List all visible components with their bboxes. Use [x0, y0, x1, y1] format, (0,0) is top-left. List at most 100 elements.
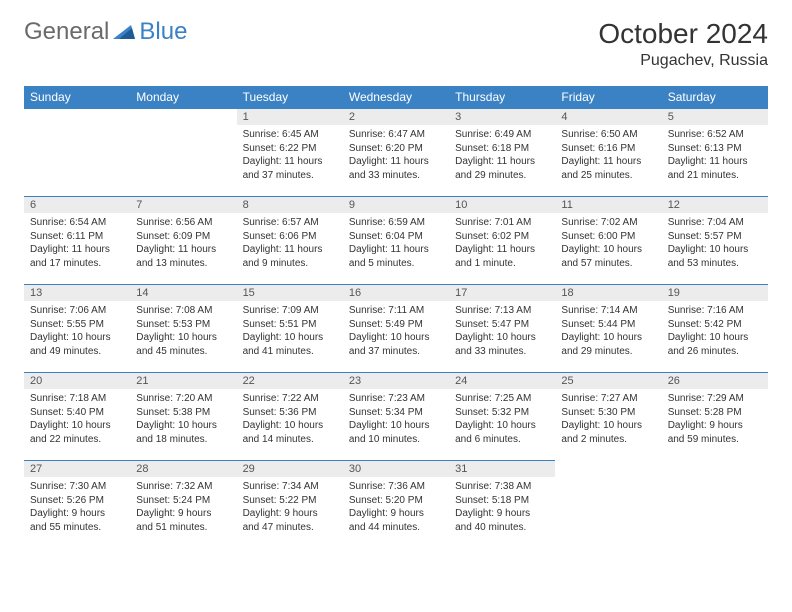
brand-triangle-icon	[113, 18, 135, 46]
day-cell: 16Sunrise: 7:11 AMSunset: 5:49 PMDayligh…	[343, 285, 449, 373]
weekday-header: Thursday	[449, 86, 555, 109]
weekday-header: Saturday	[662, 86, 768, 109]
empty-cell	[24, 109, 130, 197]
brand-logo: General Blue	[24, 18, 187, 46]
day-details: Sunrise: 6:49 AMSunset: 6:18 PMDaylight:…	[449, 125, 555, 185]
weekday-header-row: SundayMondayTuesdayWednesdayThursdayFrid…	[24, 86, 768, 109]
day-cell: 29Sunrise: 7:34 AMSunset: 5:22 PMDayligh…	[237, 461, 343, 549]
brand-part2: Blue	[139, 18, 187, 46]
day-number: 24	[449, 373, 555, 389]
location-label: Pugachev, Russia	[598, 52, 768, 70]
day-details: Sunrise: 7:01 AMSunset: 6:02 PMDaylight:…	[449, 213, 555, 273]
empty-cell	[662, 461, 768, 549]
day-number: 13	[24, 285, 130, 301]
day-cell: 28Sunrise: 7:32 AMSunset: 5:24 PMDayligh…	[130, 461, 236, 549]
day-cell: 5Sunrise: 6:52 AMSunset: 6:13 PMDaylight…	[662, 109, 768, 197]
day-details: Sunrise: 7:16 AMSunset: 5:42 PMDaylight:…	[662, 301, 768, 361]
day-cell: 11Sunrise: 7:02 AMSunset: 6:00 PMDayligh…	[555, 197, 661, 285]
weekday-header: Wednesday	[343, 86, 449, 109]
day-number: 29	[237, 461, 343, 477]
day-number: 8	[237, 197, 343, 213]
day-details: Sunrise: 7:06 AMSunset: 5:55 PMDaylight:…	[24, 301, 130, 361]
day-cell: 15Sunrise: 7:09 AMSunset: 5:51 PMDayligh…	[237, 285, 343, 373]
day-details: Sunrise: 7:32 AMSunset: 5:24 PMDaylight:…	[130, 477, 236, 537]
day-cell: 25Sunrise: 7:27 AMSunset: 5:30 PMDayligh…	[555, 373, 661, 461]
empty-cell	[130, 109, 236, 197]
day-details: Sunrise: 7:08 AMSunset: 5:53 PMDaylight:…	[130, 301, 236, 361]
day-details: Sunrise: 6:56 AMSunset: 6:09 PMDaylight:…	[130, 213, 236, 273]
weekday-header: Tuesday	[237, 86, 343, 109]
day-number: 27	[24, 461, 130, 477]
day-details: Sunrise: 6:57 AMSunset: 6:06 PMDaylight:…	[237, 213, 343, 273]
day-number: 23	[343, 373, 449, 389]
day-number: 19	[662, 285, 768, 301]
day-cell: 12Sunrise: 7:04 AMSunset: 5:57 PMDayligh…	[662, 197, 768, 285]
weekday-header: Friday	[555, 86, 661, 109]
day-number: 15	[237, 285, 343, 301]
day-cell: 14Sunrise: 7:08 AMSunset: 5:53 PMDayligh…	[130, 285, 236, 373]
day-details: Sunrise: 6:59 AMSunset: 6:04 PMDaylight:…	[343, 213, 449, 273]
page-header: General Blue October 2024 Pugachev, Russ…	[24, 18, 768, 70]
day-details: Sunrise: 7:29 AMSunset: 5:28 PMDaylight:…	[662, 389, 768, 449]
day-number: 12	[662, 197, 768, 213]
day-details: Sunrise: 7:20 AMSunset: 5:38 PMDaylight:…	[130, 389, 236, 449]
day-cell: 31Sunrise: 7:38 AMSunset: 5:18 PMDayligh…	[449, 461, 555, 549]
day-details: Sunrise: 7:38 AMSunset: 5:18 PMDaylight:…	[449, 477, 555, 537]
day-details: Sunrise: 7:34 AMSunset: 5:22 PMDaylight:…	[237, 477, 343, 537]
day-details: Sunrise: 7:30 AMSunset: 5:26 PMDaylight:…	[24, 477, 130, 537]
day-cell: 4Sunrise: 6:50 AMSunset: 6:16 PMDaylight…	[555, 109, 661, 197]
day-details: Sunrise: 7:13 AMSunset: 5:47 PMDaylight:…	[449, 301, 555, 361]
day-details: Sunrise: 7:11 AMSunset: 5:49 PMDaylight:…	[343, 301, 449, 361]
day-cell: 21Sunrise: 7:20 AMSunset: 5:38 PMDayligh…	[130, 373, 236, 461]
day-details: Sunrise: 7:36 AMSunset: 5:20 PMDaylight:…	[343, 477, 449, 537]
day-details: Sunrise: 7:23 AMSunset: 5:34 PMDaylight:…	[343, 389, 449, 449]
day-details: Sunrise: 6:54 AMSunset: 6:11 PMDaylight:…	[24, 213, 130, 273]
calendar-table: SundayMondayTuesdayWednesdayThursdayFrid…	[24, 86, 768, 549]
day-number: 4	[555, 109, 661, 125]
weekday-header: Sunday	[24, 86, 130, 109]
day-number: 21	[130, 373, 236, 389]
day-details: Sunrise: 7:22 AMSunset: 5:36 PMDaylight:…	[237, 389, 343, 449]
day-number: 2	[343, 109, 449, 125]
day-cell: 6Sunrise: 6:54 AMSunset: 6:11 PMDaylight…	[24, 197, 130, 285]
day-details: Sunrise: 7:18 AMSunset: 5:40 PMDaylight:…	[24, 389, 130, 449]
day-cell: 26Sunrise: 7:29 AMSunset: 5:28 PMDayligh…	[662, 373, 768, 461]
day-number: 22	[237, 373, 343, 389]
day-number: 14	[130, 285, 236, 301]
day-details: Sunrise: 6:52 AMSunset: 6:13 PMDaylight:…	[662, 125, 768, 185]
day-cell: 27Sunrise: 7:30 AMSunset: 5:26 PMDayligh…	[24, 461, 130, 549]
day-details: Sunrise: 7:02 AMSunset: 6:00 PMDaylight:…	[555, 213, 661, 273]
day-number: 1	[237, 109, 343, 125]
day-number: 3	[449, 109, 555, 125]
day-number: 30	[343, 461, 449, 477]
day-cell: 13Sunrise: 7:06 AMSunset: 5:55 PMDayligh…	[24, 285, 130, 373]
day-number: 20	[24, 373, 130, 389]
day-cell: 24Sunrise: 7:25 AMSunset: 5:32 PMDayligh…	[449, 373, 555, 461]
day-details: Sunrise: 6:50 AMSunset: 6:16 PMDaylight:…	[555, 125, 661, 185]
day-details: Sunrise: 6:47 AMSunset: 6:20 PMDaylight:…	[343, 125, 449, 185]
day-cell: 10Sunrise: 7:01 AMSunset: 6:02 PMDayligh…	[449, 197, 555, 285]
day-cell: 2Sunrise: 6:47 AMSunset: 6:20 PMDaylight…	[343, 109, 449, 197]
day-cell: 3Sunrise: 6:49 AMSunset: 6:18 PMDaylight…	[449, 109, 555, 197]
day-number: 6	[24, 197, 130, 213]
day-number: 5	[662, 109, 768, 125]
title-block: October 2024 Pugachev, Russia	[598, 18, 768, 70]
day-number: 9	[343, 197, 449, 213]
day-details: Sunrise: 7:09 AMSunset: 5:51 PMDaylight:…	[237, 301, 343, 361]
calendar-body: 1Sunrise: 6:45 AMSunset: 6:22 PMDaylight…	[24, 109, 768, 549]
day-details: Sunrise: 6:45 AMSunset: 6:22 PMDaylight:…	[237, 125, 343, 185]
day-number: 25	[555, 373, 661, 389]
day-number: 31	[449, 461, 555, 477]
day-cell: 17Sunrise: 7:13 AMSunset: 5:47 PMDayligh…	[449, 285, 555, 373]
day-number: 17	[449, 285, 555, 301]
day-details: Sunrise: 7:25 AMSunset: 5:32 PMDaylight:…	[449, 389, 555, 449]
day-cell: 9Sunrise: 6:59 AMSunset: 6:04 PMDaylight…	[343, 197, 449, 285]
month-title: October 2024	[598, 18, 768, 50]
empty-cell	[555, 461, 661, 549]
day-details: Sunrise: 7:04 AMSunset: 5:57 PMDaylight:…	[662, 213, 768, 273]
day-cell: 20Sunrise: 7:18 AMSunset: 5:40 PMDayligh…	[24, 373, 130, 461]
day-cell: 30Sunrise: 7:36 AMSunset: 5:20 PMDayligh…	[343, 461, 449, 549]
day-cell: 23Sunrise: 7:23 AMSunset: 5:34 PMDayligh…	[343, 373, 449, 461]
day-number: 10	[449, 197, 555, 213]
day-details: Sunrise: 7:14 AMSunset: 5:44 PMDaylight:…	[555, 301, 661, 361]
